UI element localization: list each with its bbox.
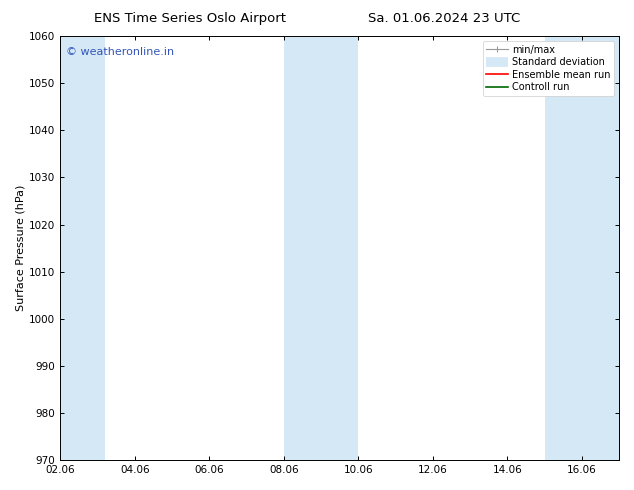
Legend: min/max, Standard deviation, Ensemble mean run, Controll run: min/max, Standard deviation, Ensemble me… xyxy=(482,41,614,96)
Bar xyxy=(545,36,619,460)
Text: Sa. 01.06.2024 23 UTC: Sa. 01.06.2024 23 UTC xyxy=(368,12,520,25)
Text: ENS Time Series Oslo Airport: ENS Time Series Oslo Airport xyxy=(94,12,286,25)
Bar xyxy=(60,36,105,460)
Bar xyxy=(284,36,358,460)
Y-axis label: Surface Pressure (hPa): Surface Pressure (hPa) xyxy=(15,185,25,311)
Text: © weatheronline.in: © weatheronline.in xyxy=(66,47,174,57)
